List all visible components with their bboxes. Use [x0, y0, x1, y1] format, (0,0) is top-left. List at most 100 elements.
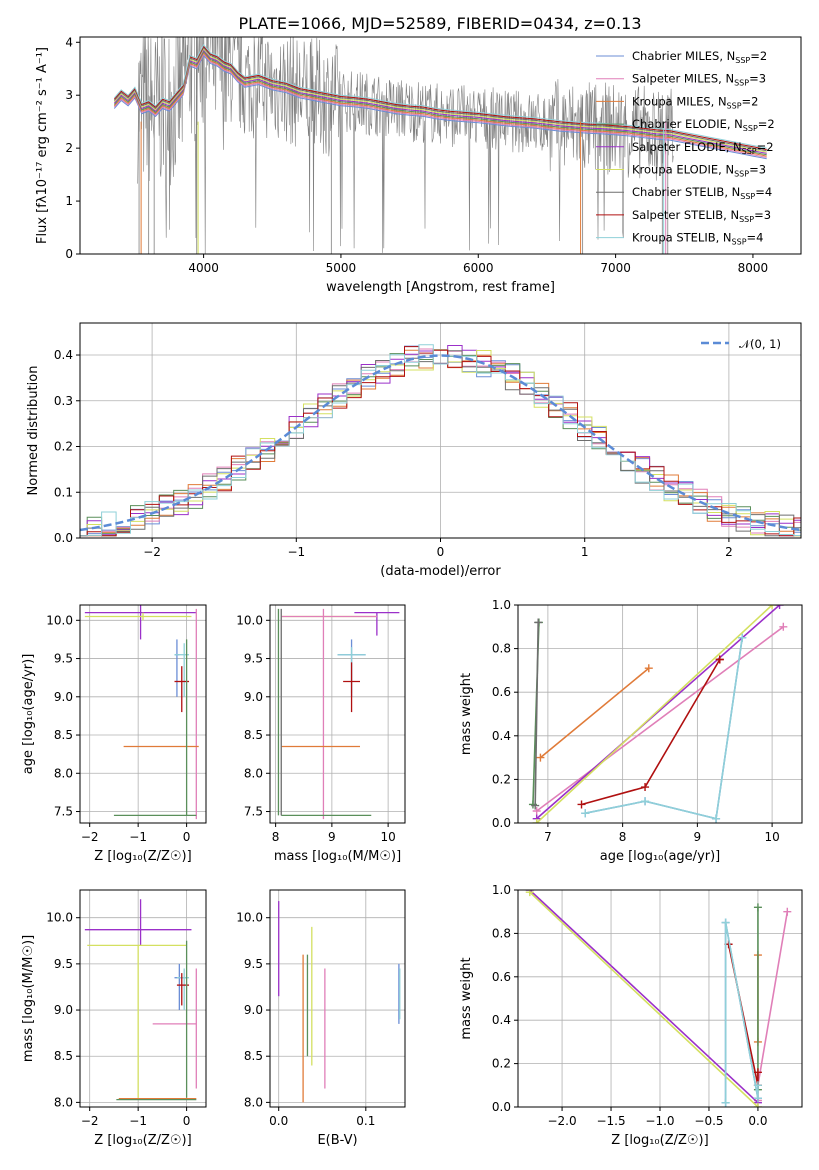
y-tick-label: 0.8 — [492, 642, 511, 656]
x-axis-label: E(B-V) — [317, 1133, 357, 1148]
series-point — [783, 907, 792, 916]
model-spectrum — [113, 53, 767, 158]
legend-label: Kroupa ELODIE, N — [632, 163, 734, 177]
x-tick-label: 7 — [544, 830, 552, 844]
legend-subscript: SSP — [727, 101, 742, 110]
series-point — [753, 1068, 762, 1077]
chart-mass-vs-Z: −2 −1 0 8.0 8.5 9.0 9.5 10.0 Z [log₁₀(Z/Z☉)] mass… — [21, 889, 207, 1148]
series-line — [529, 890, 759, 1104]
legend-entry: Chabrier MILES, NSSP=2 — [632, 49, 767, 65]
legend-label: Chabrier ELODIE, N — [632, 117, 743, 131]
y-tick-label: 0.1 — [54, 485, 73, 499]
series-point — [753, 903, 762, 912]
x-tick-label: 10 — [764, 830, 779, 844]
chart-residuals: 𝒩(0, 1) −2 −1 0 1 2 0.0 0.1 0.2 0.3 0.4 (data-model… — [26, 322, 802, 579]
legend-entry: Chabrier ELODIE, NSSP=2 — [632, 117, 775, 133]
legend-entry: Salpeter ELODIE, NSSP=2 — [632, 140, 774, 156]
y-tick-label: 9.0 — [54, 690, 73, 704]
legend-label: 𝒩(0, 1) — [739, 337, 781, 351]
y-axis-label: mass [log₁₀(M/M☉)] — [21, 935, 36, 1062]
y-tick-label: 8.5 — [244, 728, 263, 742]
series-line — [585, 637, 744, 820]
x-axis-label: Z [log₁₀(Z/Z☉)] — [611, 1133, 708, 1148]
series-point — [768, 605, 777, 609]
y-tick-label: 1.0 — [492, 598, 511, 612]
y-axis-label: mass weight — [459, 673, 474, 755]
series-line — [529, 891, 759, 1107]
y-tick-label: 10.0 — [46, 613, 73, 627]
x-tick-label: −1.0 — [645, 1114, 674, 1128]
series-point — [525, 890, 534, 897]
x-tick-label: 10 — [380, 830, 395, 844]
y-axis-label: mass weight — [459, 957, 474, 1039]
y-tick-label: 7.5 — [244, 805, 263, 819]
chart-age-vs-Z: −2 −1 0 7.5 8.0 8.5 9.0 9.5 10.0 Z [log₁₀(Z/Z☉)] a… — [21, 604, 207, 864]
series-point — [577, 800, 586, 809]
x-axis-label: mass [log₁₀(M/M☉)] — [274, 849, 401, 864]
series-point — [738, 633, 747, 642]
plot-area — [278, 901, 401, 1103]
plot-area — [525, 890, 792, 1107]
x-tick-label: −2 — [143, 545, 161, 559]
series-line — [585, 637, 744, 820]
legend-label: Chabrier STELIB, N — [632, 185, 740, 199]
y-tick-label: 8.0 — [54, 1095, 73, 1109]
x-axis-label: (data-model)/error — [380, 564, 501, 579]
model-spectrum — [113, 44, 767, 149]
legend-label: Salpeter STELIB, N — [632, 208, 739, 222]
y-tick-label: 1.0 — [492, 883, 511, 897]
y-tick-label: 0 — [65, 247, 73, 261]
y-tick-label: 0.3 — [54, 394, 73, 408]
model-spectrum — [113, 48, 767, 153]
y-tick-label: 9.5 — [244, 957, 263, 971]
axes-frame — [79, 889, 207, 1108]
legend-entry: Chabrier STELIB, NSSP=4 — [632, 185, 772, 201]
plot-area — [277, 608, 400, 820]
x-tick-label: 1 — [581, 545, 589, 559]
y-tick-label: 0.4 — [492, 729, 511, 743]
series-point — [536, 753, 545, 762]
legend-suffix: =3 — [754, 208, 771, 222]
x-axis-label: Z [log₁₀(Z/Z☉)] — [94, 849, 191, 864]
x-tick-label: −1 — [129, 1114, 147, 1128]
y-tick-label: 9.0 — [244, 1003, 263, 1017]
series-point — [641, 797, 650, 806]
y-axis-label: Flux [fλ10⁻¹⁷ erg cm⁻² s⁻¹ A⁻¹] — [35, 47, 50, 244]
series-line — [536, 605, 781, 820]
legend-subscript: SSP — [742, 147, 757, 156]
legend-subscript: SSP — [735, 56, 750, 65]
model-spectrum — [113, 49, 767, 154]
x-tick-label: 0.1 — [356, 1114, 375, 1128]
y-tick-label: 10.0 — [46, 911, 73, 925]
series-line — [534, 622, 539, 806]
legend-suffix: =3 — [749, 163, 766, 177]
series-point — [753, 1094, 762, 1103]
series-point — [753, 1103, 762, 1107]
residual-histogram — [80, 344, 801, 537]
x-tick-label: 6000 — [463, 261, 494, 275]
model-spectrum — [113, 54, 767, 160]
chart-spectrum: 4000 5000 6000 7000 8000 0 1 2 3 4 wavelength [Ang… — [35, 35, 802, 295]
y-tick-label: 8.5 — [54, 728, 73, 742]
series-point — [641, 783, 650, 792]
x-axis-label: age [log₁₀(age/yr)] — [600, 849, 721, 864]
y-axis-label: age [log₁₀(age/yr)] — [21, 654, 36, 775]
y-tick-label: 1 — [65, 194, 73, 208]
x-tick-label: 0.0 — [269, 1114, 288, 1128]
series-line — [581, 659, 721, 806]
series-line — [539, 667, 650, 759]
x-tick-label: −0.5 — [694, 1114, 723, 1128]
x-tick-label: 7000 — [600, 261, 631, 275]
x-tick-label: −1 — [129, 830, 147, 844]
legend-suffix: =4 — [747, 231, 764, 245]
x-tick-label: −2.0 — [547, 1114, 576, 1128]
y-tick-label: 0.0 — [492, 816, 511, 830]
y-tick-label: 8.5 — [244, 1049, 263, 1063]
legend-suffix: =2 — [742, 94, 759, 108]
legend-label: Chabrier MILES, N — [632, 49, 735, 63]
x-tick-label: 8 — [272, 830, 280, 844]
series-point — [712, 814, 721, 823]
y-tick-label: 0.0 — [492, 1100, 511, 1114]
y-tick-label: 10.0 — [236, 911, 263, 925]
y-tick-label: 8.0 — [244, 1095, 263, 1109]
